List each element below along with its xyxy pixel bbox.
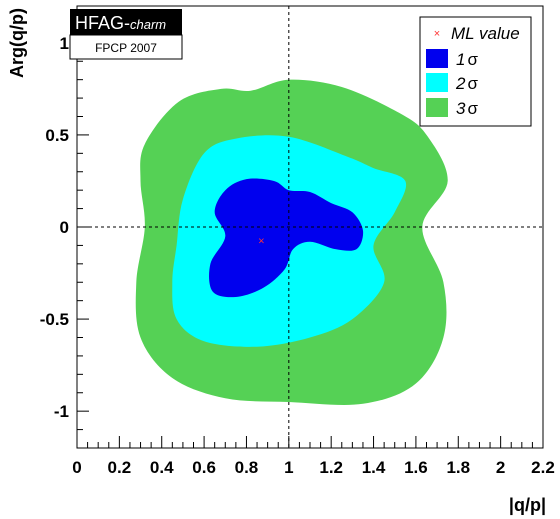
x-tick-label: 1 (284, 458, 293, 477)
x-tick-label: 2 (496, 458, 505, 477)
legend-1sigma-swatch (426, 49, 448, 68)
x-axis-title: |q/p| (509, 495, 546, 515)
y-tick-label: 1 (60, 34, 69, 53)
hfag-tag-sub-box (69, 34, 183, 60)
ml-value-marker: × (258, 236, 264, 248)
x-tick-label: 0.6 (192, 458, 216, 477)
x-tick-label: 2.2 (531, 458, 555, 477)
x-tick-label: 0.8 (235, 458, 259, 477)
x-tick-label: 0 (72, 458, 81, 477)
axis-tick-labels: 0 0.2 0.4 0.6 0.8 1 1.2 1.4 1.6 1.8 2 2.2 -1 -0.5 0 0.5… (40, 34, 555, 477)
legend-ml-label: ML value (451, 24, 520, 43)
legend-2sigma-swatch (426, 73, 448, 92)
hfag-tag-dark-box (70, 9, 182, 35)
y-tick-label: -0.5 (40, 310, 69, 329)
hfag-tag: HFAG-charm FPCP 2007 (69, 9, 183, 60)
axis-ticks (76, 5, 544, 449)
hfag-tag-title: HFAG-charm (75, 13, 166, 33)
x-tick-label: 1.6 (404, 458, 428, 477)
contour-layer (135, 79, 448, 405)
legend-3sigma-swatch (426, 98, 448, 117)
legend-ml-marker: × (434, 28, 440, 40)
contour-1sigma (209, 178, 364, 298)
x-tick-label: 1.8 (446, 458, 470, 477)
y-axis-title: Arg(q/p) (7, 8, 27, 78)
hfag-tag-subtitle: FPCP 2007 (95, 41, 157, 55)
x-tick-label: 0.4 (150, 458, 174, 477)
x-tick-label: 1.2 (319, 458, 343, 477)
y-tick-label: 0.5 (45, 126, 69, 145)
y-tick-label: 0 (60, 218, 69, 237)
x-tick-label: 0.2 (108, 458, 132, 477)
y-tick-label: -1 (54, 402, 69, 421)
x-tick-label: 1.4 (362, 458, 386, 477)
